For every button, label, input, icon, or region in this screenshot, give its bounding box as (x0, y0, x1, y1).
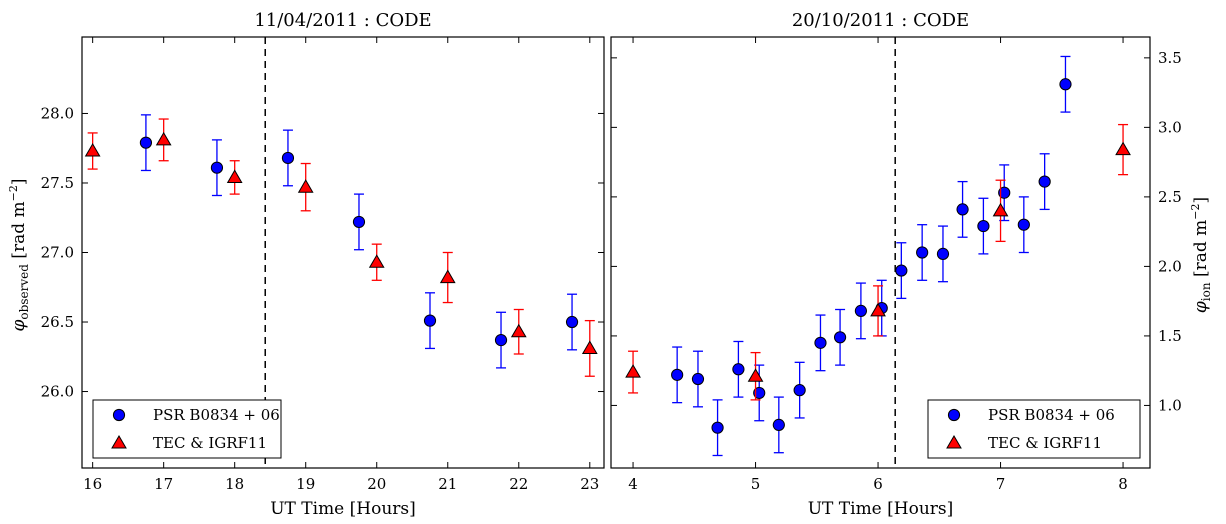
y-axis-label: φion [rad m−2] (1189, 197, 1213, 313)
data-point-triangle (625, 364, 641, 378)
data-point-circle (833, 331, 847, 344)
data-point-circle (977, 219, 990, 233)
y-tick-label: 26.0 (41, 383, 74, 401)
y-tick-label: 1.0 (1158, 396, 1182, 414)
left-panel-11-04-2011: 16 17 18 19 20 21 22 23 26.0 26.5 27.0 27.5 28.0 11/0… (7, 10, 605, 519)
data-point-triangle (581, 340, 598, 354)
x-tick-label: 6 (873, 475, 883, 493)
chart-title: 20/10/2011 : CODE (792, 10, 969, 31)
data-point-circle (210, 161, 224, 174)
y-tick-label: 2.0 (1158, 257, 1182, 275)
data-point-circle (753, 386, 766, 400)
series-triangle (84, 118, 598, 377)
right-panel-20-10-2011: 4 5 6 7 8 1.0 1.5 2.0 2.5 3.0 3.5 20/10/2011 : CODE… (610, 10, 1213, 519)
x-tick-label: 19 (296, 475, 315, 493)
x-tick-label: 17 (154, 475, 173, 493)
data-point-triangle (510, 323, 527, 338)
data-point-triangle (84, 143, 101, 157)
data-point-circle (352, 215, 366, 229)
series-circle (139, 114, 579, 369)
data-point-triangle (155, 131, 172, 146)
data-point-circle (711, 421, 724, 434)
data-point-circle (691, 372, 705, 386)
legend-label: PSR B0834 + 06 (988, 406, 1115, 424)
y-tick-label: 28.0 (41, 104, 74, 122)
data-point-circle (772, 418, 785, 431)
series-circle (671, 55, 1072, 457)
legend-marker-circle (947, 408, 961, 422)
data-point-circle (494, 333, 508, 347)
data-point-circle (998, 186, 1011, 199)
data-point-triangle (1115, 141, 1131, 156)
data-point-circle (565, 315, 579, 329)
legend-marker-triangle (946, 435, 962, 449)
y-axis-label: φobserved [rad m−2] (7, 179, 31, 332)
x-tick-label: 4 (628, 475, 638, 493)
legend-label: PSR B0834 + 06 (153, 406, 280, 424)
data-point-circle (732, 363, 745, 376)
series-triangle (625, 123, 1131, 401)
y-tick-label: 1.5 (1158, 327, 1182, 345)
x-tick-label: 18 (225, 475, 244, 493)
x-tick-label: 7 (996, 475, 1006, 493)
axes-frame (610, 36, 1151, 469)
y-tick-label: 3.5 (1158, 49, 1182, 67)
chart-title: 11/04/2011 : CODE (254, 10, 431, 31)
data-point-circle (281, 151, 295, 165)
data-point-triangle (368, 254, 385, 268)
data-point-circle (956, 203, 969, 216)
x-axis-label: UT Time [Hours] (808, 499, 954, 519)
data-point-circle (793, 384, 806, 397)
legend: PSR B0834 + 06 TEC & IGRF11 (92, 399, 282, 459)
data-point-triangle (992, 202, 1009, 217)
legend-label: TEC & IGRF11 (153, 434, 267, 452)
legend: PSR B0834 + 06 TEC & IGRF11 (927, 399, 1141, 459)
x-tick-label: 16 (83, 475, 102, 493)
x-tick-label: 8 (1118, 475, 1128, 493)
y-tick-label: 27.0 (41, 244, 74, 262)
y-tick-label: 26.5 (41, 313, 74, 331)
y-tick-label: 27.5 (41, 174, 74, 192)
data-point-triangle (747, 368, 764, 382)
data-point-triangle (297, 179, 314, 193)
legend-box (927, 399, 1141, 459)
data-point-circle (895, 264, 908, 277)
data-point-circle (1038, 175, 1051, 188)
data-point-circle (139, 136, 153, 149)
data-point-circle (1017, 218, 1030, 231)
data-point-triangle (870, 302, 886, 317)
data-point-circle (1059, 78, 1072, 91)
x-tick-label: 22 (509, 475, 528, 493)
data-point-circle (423, 314, 437, 327)
x-axis-label: UT Time [Hours] (270, 499, 416, 519)
x-tick-label: 21 (438, 475, 457, 493)
data-point-triangle (439, 269, 456, 284)
data-point-circle (936, 247, 950, 260)
legend-marker-triangle (111, 435, 127, 449)
x-tick-label: 5 (751, 475, 761, 493)
x-tick-label: 23 (580, 475, 599, 493)
data-point-circle (916, 246, 929, 259)
legend-label: TEC & IGRF11 (988, 434, 1102, 452)
y-tick-label: 3.0 (1158, 118, 1182, 136)
legend-marker-circle (112, 408, 126, 422)
y-tick-label: 2.5 (1158, 188, 1182, 206)
data-point-circle (854, 304, 868, 317)
data-point-circle (671, 368, 684, 381)
data-point-triangle (226, 169, 243, 183)
data-point-circle (814, 336, 827, 349)
x-tick-label: 20 (367, 475, 386, 493)
